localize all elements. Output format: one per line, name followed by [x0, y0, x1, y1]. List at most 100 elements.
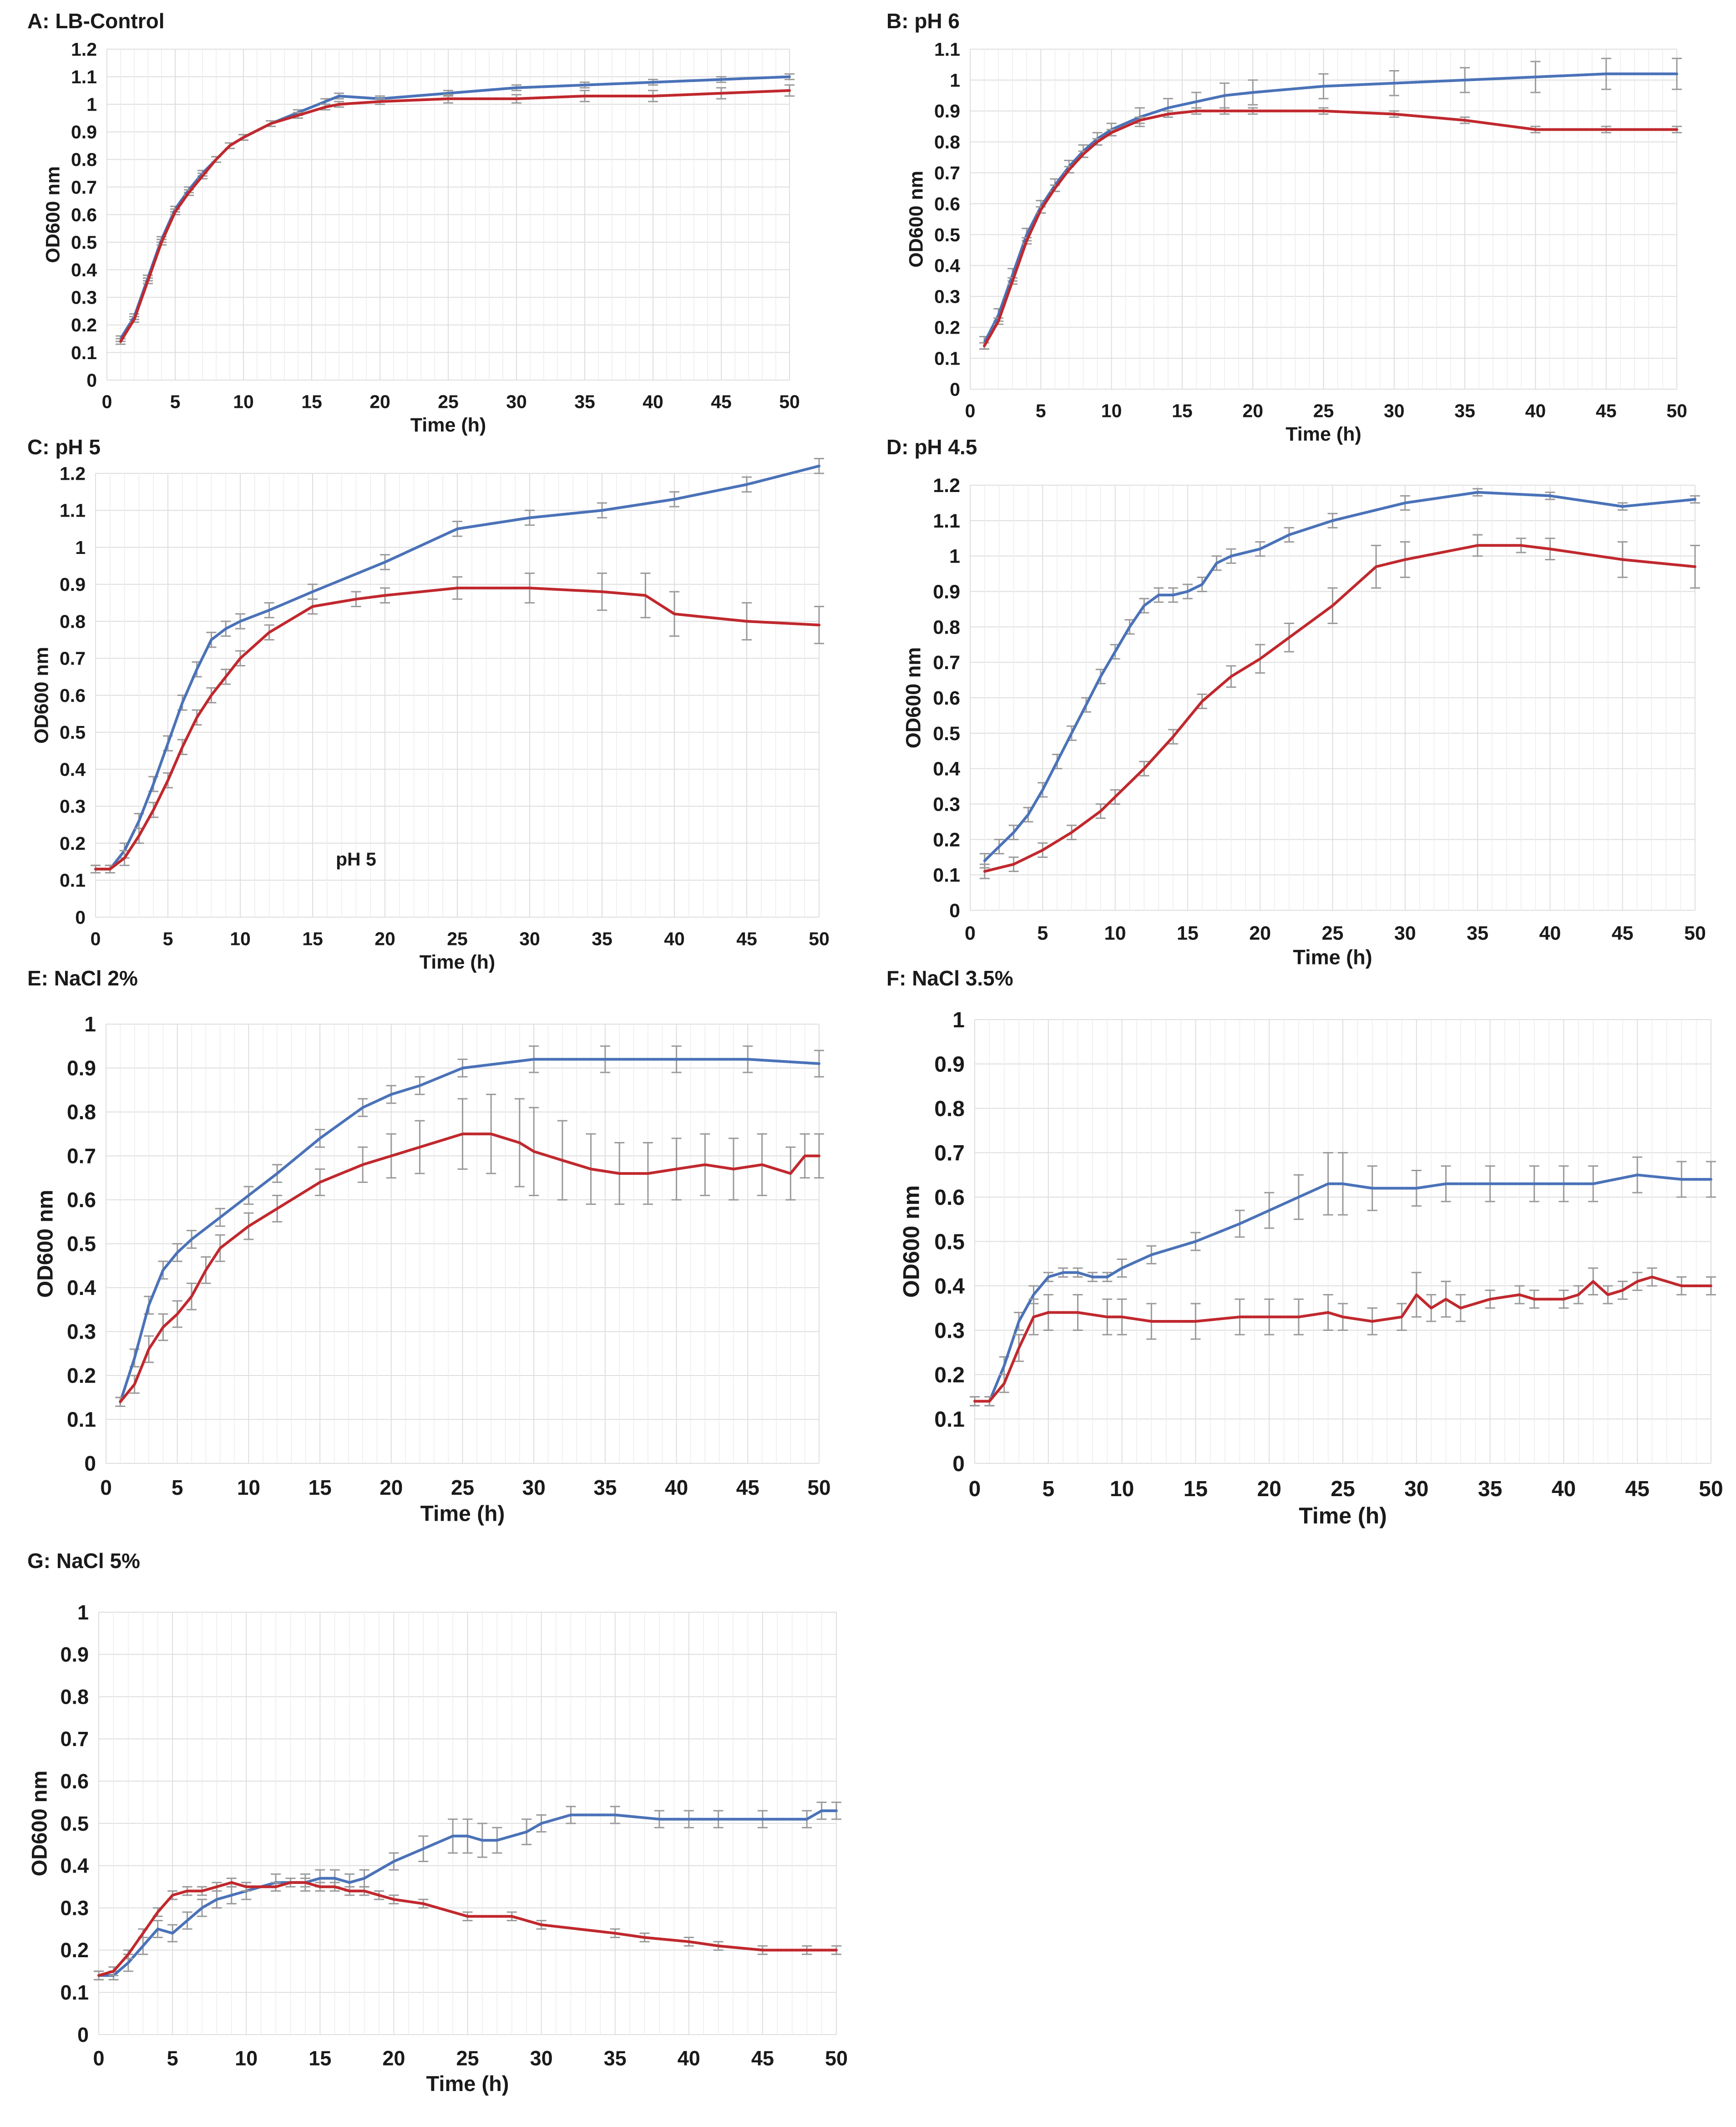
y-tick-label: 0.4 — [933, 758, 960, 780]
y-tick-label: 0.8 — [934, 132, 960, 152]
chart-title: A: LB-Control — [27, 9, 164, 33]
chart-title: E: NaCl 2% — [27, 966, 138, 990]
x-tick-label: 5 — [170, 391, 181, 412]
y-tick-label: 0.9 — [60, 574, 86, 595]
y-axis-label: OD600 nm — [905, 171, 927, 268]
x-tick-label: 30 — [1384, 401, 1405, 421]
chart-title: F: NaCl 3.5% — [886, 966, 1013, 990]
x-tick-label: 10 — [237, 1476, 260, 1499]
chart-panel-d: D: pH 4.5 0 0.1 0.2 0.3 0.4 0.5 0.6 0.7 0.8 0.9 1 1.… — [886, 435, 1706, 969]
y-tick-label: 1.1 — [60, 500, 86, 521]
y-tick-label: 0.6 — [933, 687, 960, 709]
x-axis-label: Time (h) — [1286, 423, 1361, 445]
y-tick-label: 1 — [77, 1601, 89, 1624]
y-tick-label: 0.1 — [71, 342, 97, 363]
y-tick-label: 0.6 — [60, 1770, 89, 1793]
y-tick-label: 0.8 — [60, 611, 86, 632]
series-line-blue — [97, 1809, 838, 1977]
x-tick-label: 0 — [93, 2047, 104, 2070]
series-red — [116, 84, 795, 345]
x-tick-label: 35 — [1467, 923, 1488, 944]
x-tick-label: 25 — [451, 1476, 474, 1499]
x-tick-label: 0 — [965, 401, 976, 421]
y-tick-label: 1.2 — [933, 475, 960, 497]
series-blue — [115, 1045, 824, 1407]
chart-title: G: NaCl 5% — [27, 1549, 140, 1573]
y-tick-label: 0.8 — [71, 149, 97, 170]
chart-panel-a: A: LB-Control 0 0.1 0.2 0.3 0.4 0.5 0.6 0.7 0.8 0.… — [27, 9, 800, 436]
series-line-red — [119, 1132, 820, 1403]
chart-title: C: pH 5 — [27, 435, 101, 459]
x-tick-label: 0 — [91, 929, 101, 949]
x-axis-label: Time (h) — [426, 2071, 509, 2096]
y-tick-label: 0.5 — [67, 1232, 96, 1256]
x-tick-label: 10 — [1101, 401, 1122, 421]
series-red — [979, 534, 1700, 879]
series-line-blue — [983, 72, 1678, 345]
y-tick-label: 0.2 — [60, 1939, 89, 1962]
y-tick-label: 0.2 — [934, 1363, 965, 1387]
y-tick-label: 0.5 — [933, 723, 960, 745]
y-tick-label: 0.4 — [934, 1274, 965, 1299]
y-tick-label: 1 — [950, 70, 960, 91]
x-tick-label: 40 — [1539, 923, 1561, 944]
x-tick-label: 30 — [1404, 1477, 1428, 1501]
y-tick-label: 0.5 — [60, 1812, 89, 1835]
y-tick-label: 0.9 — [71, 122, 97, 142]
y-tick-label: 0.7 — [934, 1141, 965, 1165]
x-tick-label: 40 — [1552, 1477, 1576, 1501]
y-tick-label: 0.3 — [71, 287, 97, 308]
y-tick-label: 0.9 — [60, 1643, 89, 1666]
chart-title: B: pH 6 — [886, 9, 960, 33]
x-tick-label: 10 — [230, 929, 251, 949]
y-tick-label: 0.7 — [60, 1727, 89, 1751]
x-tick-label: 45 — [1596, 401, 1617, 421]
x-axis-label: Time (h) — [420, 951, 495, 973]
x-tick-label: 50 — [779, 391, 800, 412]
y-tick-label: 1 — [84, 1012, 96, 1036]
x-tick-label: 50 — [809, 929, 830, 949]
chart-panel-g: G: NaCl 5%00.10.20.30.40.50.60.70.80.910… — [27, 1549, 848, 2096]
y-tick-label: 0.7 — [934, 162, 960, 183]
x-tick-label: 10 — [233, 391, 254, 412]
x-tick-label: 30 — [519, 929, 540, 949]
series-blue — [94, 1802, 841, 1980]
y-tick-label: 1 — [75, 537, 86, 558]
series-line-blue — [94, 464, 820, 871]
y-tick-label: 0.5 — [60, 722, 86, 743]
y-tick-label: 0.1 — [60, 870, 86, 891]
y-tick-label: 0.3 — [933, 794, 960, 816]
y-tick-label: 0.6 — [71, 204, 97, 225]
x-tick-label: 30 — [506, 391, 527, 412]
x-tick-label: 35 — [604, 2047, 627, 2070]
x-tick-label: 15 — [309, 2047, 331, 2070]
y-tick-label: 1.1 — [71, 66, 97, 87]
plot-annotation: pH 5 — [336, 848, 376, 869]
y-tick-label: 0.2 — [60, 833, 86, 854]
x-tick-label: 45 — [711, 391, 732, 412]
y-tick-label: 0.2 — [933, 829, 960, 851]
x-tick-label: 25 — [1322, 923, 1344, 944]
y-tick-label: 0.3 — [67, 1320, 96, 1344]
series-line-red — [973, 1275, 1712, 1403]
y-tick-label: 0.3 — [934, 1319, 965, 1343]
series-blue — [116, 73, 795, 342]
y-tick-label: 0.5 — [71, 232, 97, 253]
y-tick-label: 0.2 — [67, 1364, 96, 1387]
x-tick-label: 0 — [102, 391, 112, 412]
y-tick-label: 0.4 — [67, 1276, 96, 1300]
x-tick-label: 10 — [235, 2047, 258, 2070]
x-tick-label: 35 — [592, 929, 612, 949]
y-tick-label: 0 — [86, 370, 97, 391]
series-red — [94, 1878, 841, 1980]
x-tick-label: 0 — [100, 1476, 112, 1499]
series-red — [970, 1267, 1716, 1406]
y-tick-label: 0.7 — [67, 1144, 96, 1168]
y-tick-label: 0.6 — [67, 1188, 96, 1212]
y-tick-label: 1.1 — [933, 510, 960, 532]
y-tick-label: 1 — [949, 546, 960, 568]
chart-panel-e: E: NaCl 2%00.10.20.30.40.50.60.70.80.910… — [27, 966, 831, 1526]
x-tick-label: 45 — [751, 2047, 774, 2070]
x-tick-label: 15 — [301, 391, 322, 412]
x-tick-label: 40 — [678, 2047, 700, 2070]
